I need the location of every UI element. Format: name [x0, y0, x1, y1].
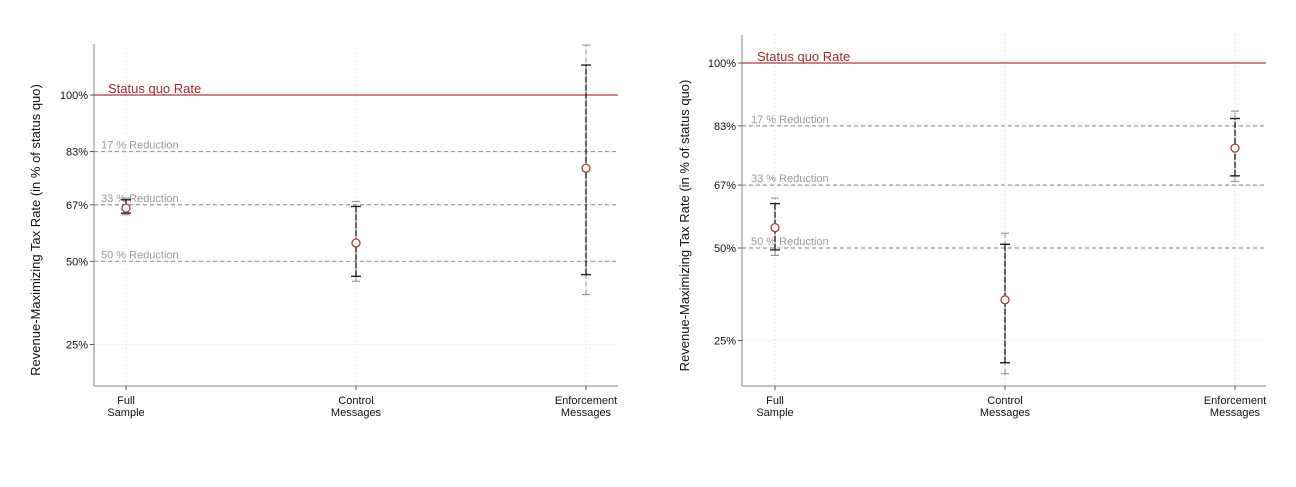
x-tick-label: Enforcement Messages: [1204, 395, 1266, 419]
y-axis-label: Revenue-Maximizing Tax Rate (in % of sta…: [677, 80, 692, 372]
x-tick-label: Control Messages: [331, 395, 382, 419]
y-tick-label: 50%: [66, 256, 88, 268]
y-tick-label: 50%: [714, 243, 736, 255]
y-tick-label: 100%: [708, 58, 736, 70]
reference-label: 17 % Reduction: [751, 114, 829, 126]
status-quo-label: Status quo Rate: [108, 81, 201, 96]
reference-label: 50 % Reduction: [101, 249, 179, 261]
x-tick-label-line: Messages: [331, 407, 382, 419]
x-tick-label-line: Enforcement: [555, 395, 617, 407]
y-tick-label: 67%: [714, 180, 736, 192]
x-tick-label: Enforcement Messages: [555, 395, 617, 419]
reference-label: 33 % Reduction: [751, 173, 829, 185]
reference-label: 50 % Reduction: [751, 236, 829, 248]
x-tick-label: Full Sample: [756, 395, 793, 419]
status-quo-label: Status quo Rate: [757, 49, 850, 64]
point-estimate: [581, 163, 591, 173]
point-estimate: [1230, 143, 1240, 153]
point-estimate: [351, 238, 361, 248]
y-tick-label: 100%: [60, 90, 88, 102]
chart-panel-right: 25% 50% 67% 83% 100% Full Sample Control Message…: [648, 0, 1296, 487]
y-tick-label: 25%: [66, 340, 88, 352]
x-tick-label-line: Messages: [561, 407, 612, 419]
y-tick-label: 25%: [714, 336, 736, 348]
y-tick-label: 67%: [66, 200, 88, 212]
reference-label: 33 % Reduction: [101, 193, 179, 205]
chart-panel-left: 25% 50% 67% 83% 100% Full Sample Control Message…: [28, 44, 618, 419]
x-tick-label-line: Messages: [980, 407, 1031, 419]
y-tick-label: 83%: [714, 121, 736, 133]
reference-label: 17 % Reduction: [101, 140, 179, 152]
point-estimate: [770, 222, 780, 233]
x-tick-label: Control Messages: [980, 395, 1031, 419]
x-tick-label-line: Full: [766, 395, 784, 407]
x-tick-label-line: Control: [338, 395, 373, 407]
x-tick-label-line: Full: [117, 395, 135, 407]
point-estimate: [1000, 295, 1010, 305]
y-axis-label: Revenue-Maximizing Tax Rate (in % of sta…: [28, 84, 43, 376]
x-tick-label-line: Messages: [1210, 407, 1261, 419]
x-tick-label-line: Control: [987, 395, 1022, 407]
x-tick-label: Full Sample: [107, 395, 144, 419]
x-tick-label-line: Sample: [107, 407, 144, 419]
y-tick-label: 83%: [66, 147, 88, 159]
x-tick-label-line: Enforcement: [1204, 395, 1266, 407]
x-tick-label-line: Sample: [756, 407, 793, 419]
point-estimate: [121, 203, 131, 213]
